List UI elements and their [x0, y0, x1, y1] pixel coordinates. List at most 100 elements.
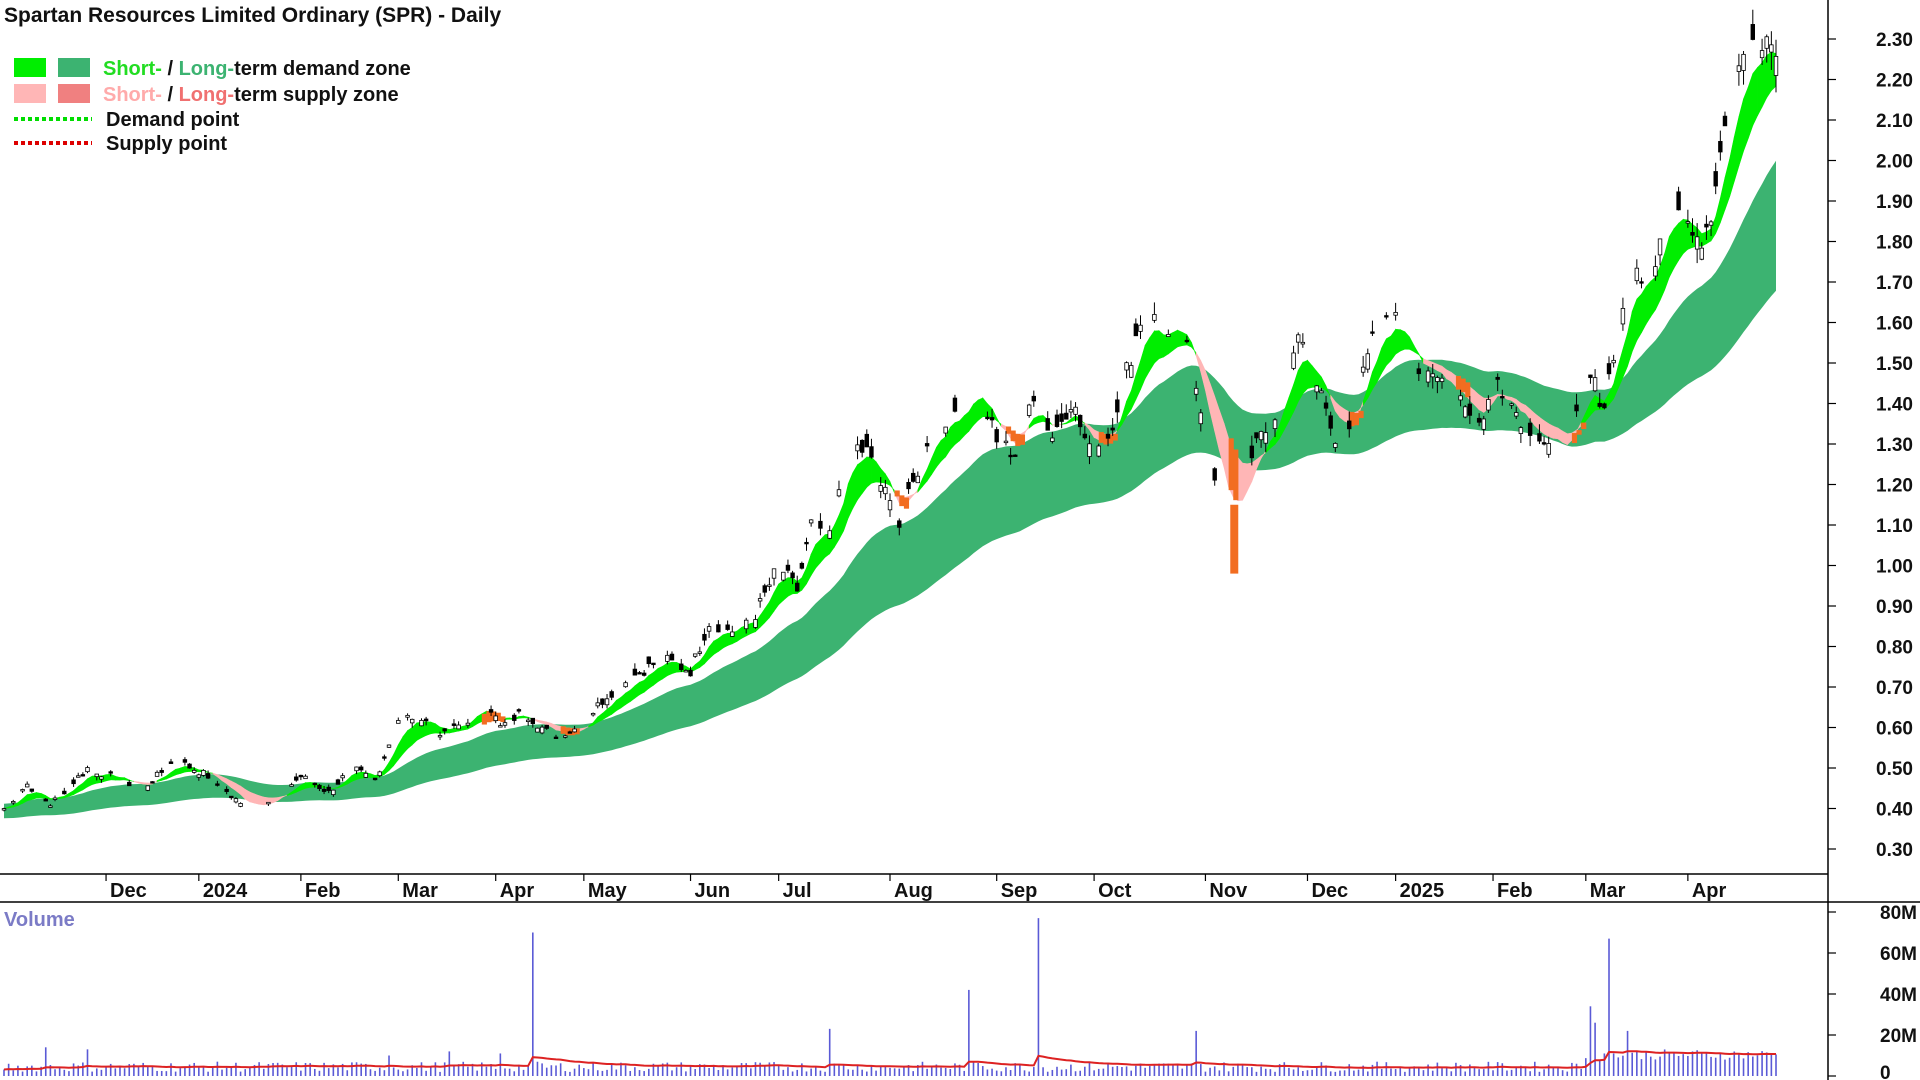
supply-point-marker — [1108, 434, 1114, 444]
short-term-demand-segment — [866, 456, 872, 488]
candle-up — [665, 654, 670, 662]
candle-up — [1129, 365, 1134, 378]
candle-down — [679, 663, 684, 670]
legend-demand-zone: Short- / Long-term demand zone — [103, 58, 411, 80]
candle-down — [1328, 415, 1333, 429]
date-tick-label: 2024 — [203, 880, 248, 902]
candle-up — [419, 719, 424, 727]
candle-up — [883, 486, 888, 495]
candle-up — [1741, 53, 1746, 71]
short-term-demand-segment — [871, 456, 877, 484]
candle-down — [567, 731, 573, 734]
short-term-demand-segment — [657, 665, 664, 683]
candle-up — [24, 783, 30, 788]
short-term-supply-segment — [1478, 394, 1485, 413]
candle-down — [80, 774, 86, 777]
candle-up — [437, 735, 443, 738]
candle-up — [1435, 377, 1440, 382]
price-tick-label: 1.50 — [1876, 354, 1913, 375]
supply-point-marker — [560, 726, 566, 734]
candle-down — [182, 759, 188, 763]
candle-down — [205, 773, 211, 779]
candle-down — [108, 771, 113, 774]
candle-down — [1059, 413, 1064, 422]
candle-down — [924, 443, 930, 447]
candle-up — [692, 653, 698, 657]
candle-down — [1602, 403, 1607, 409]
candle-up — [289, 784, 294, 787]
short-term-demand-segment — [1399, 329, 1406, 352]
short-term-demand-segment — [305, 782, 311, 789]
candle-down — [335, 779, 341, 785]
volume-moving-average — [3, 1050, 1776, 1071]
supply-point-marker — [1103, 433, 1109, 445]
price-tick-label: 2.30 — [1876, 30, 1913, 51]
candle-down — [326, 786, 331, 791]
candle-down — [1212, 468, 1217, 481]
candle-up — [1430, 373, 1435, 378]
candle-down — [321, 788, 327, 792]
price-tick-label: 1.40 — [1876, 395, 1913, 416]
candle-up — [196, 774, 202, 778]
candle-up — [563, 735, 568, 738]
candle-up — [572, 728, 577, 733]
short-term-demand-segment — [425, 721, 432, 736]
short-term-demand-segment — [1172, 329, 1178, 351]
candle-up — [604, 698, 610, 706]
supply-point-marker — [894, 490, 900, 497]
candle-up — [1611, 359, 1616, 364]
short-term-demand-segment — [1682, 218, 1689, 255]
price-tick-label: 0.60 — [1876, 719, 1913, 740]
candle-down — [229, 795, 234, 799]
candle-down — [1384, 315, 1389, 318]
candle-down — [312, 782, 317, 786]
candle-up — [743, 619, 749, 630]
candle-down — [1541, 442, 1547, 445]
candle-down — [632, 668, 638, 676]
candle-up — [1300, 341, 1306, 345]
candle-up — [354, 766, 359, 772]
candle-down — [1704, 223, 1709, 228]
candle-up — [201, 770, 206, 776]
candle-up — [1138, 324, 1143, 332]
candle-up — [154, 771, 160, 777]
candle-up — [1736, 65, 1742, 72]
short-term-demand-segment — [671, 661, 677, 675]
candle-down — [864, 433, 870, 448]
candle-down — [1008, 454, 1013, 458]
candle-down — [215, 783, 220, 786]
short-term-demand-segment — [1650, 276, 1656, 318]
candle-down — [1416, 368, 1422, 375]
candle-down — [1064, 412, 1069, 420]
candle-down — [1133, 323, 1139, 337]
candle-up — [465, 722, 471, 726]
candle-up — [757, 598, 763, 602]
candle-down — [544, 724, 549, 729]
supply-point-marker — [1019, 434, 1026, 445]
date-tick-label: Apr — [1692, 880, 1727, 902]
volume-tick-label: 0 — [1880, 1063, 1891, 1080]
candle-down — [62, 790, 67, 795]
candle-up — [1068, 409, 1074, 413]
supply-point-marker — [481, 713, 487, 725]
supply-point-marker — [1455, 375, 1462, 390]
short-term-demand-segment — [940, 435, 946, 462]
candle-up — [1026, 404, 1032, 416]
volume-tick-label: 80M — [1880, 903, 1917, 924]
price-tick-label: 2.10 — [1876, 111, 1913, 132]
candle-down — [725, 624, 730, 630]
candle-down — [1347, 420, 1352, 430]
short-term-demand-segment — [963, 411, 970, 437]
supply-point-marker — [1112, 433, 1118, 441]
candle-up — [1509, 403, 1514, 406]
candle-down — [651, 662, 656, 666]
supply-point-marker — [899, 495, 905, 507]
candle-up — [76, 775, 81, 778]
price-tick-label: 1.00 — [1876, 557, 1913, 578]
candle-up — [753, 619, 758, 628]
price-tick-label: 1.80 — [1876, 233, 1913, 254]
candle-up — [85, 767, 90, 773]
short-term-demand-segment — [1752, 66, 1758, 126]
candle-down — [516, 709, 522, 712]
price-tick-label: 1.20 — [1876, 476, 1913, 497]
